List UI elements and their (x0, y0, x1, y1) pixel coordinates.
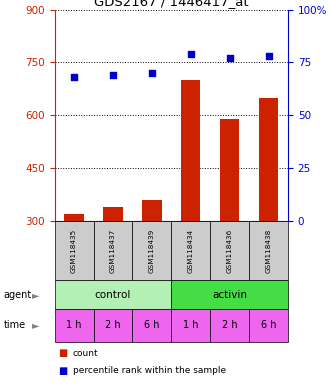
Text: ►: ► (32, 320, 40, 331)
Bar (64, 214, 84, 326)
Bar (259, 98, 278, 326)
Point (266, 53, 271, 59)
Title: GDS2167 / 1446417_at: GDS2167 / 1446417_at (94, 0, 249, 8)
Bar (142, 200, 162, 326)
Text: GSM118437: GSM118437 (110, 228, 116, 273)
Text: GSM118438: GSM118438 (265, 228, 271, 273)
Text: 6 h: 6 h (144, 320, 160, 331)
Text: control: control (95, 290, 131, 300)
Text: activin: activin (212, 290, 247, 300)
Text: GSM118434: GSM118434 (188, 228, 194, 273)
Text: GSM118439: GSM118439 (149, 228, 155, 273)
Text: 1 h: 1 h (183, 320, 199, 331)
Text: 2 h: 2 h (105, 320, 121, 331)
Text: count: count (73, 349, 98, 358)
Text: GSM118436: GSM118436 (227, 228, 233, 273)
Bar (103, 207, 123, 326)
Text: agent: agent (3, 290, 31, 300)
Text: ■: ■ (58, 348, 67, 358)
Point (188, 51, 193, 57)
Point (149, 70, 155, 76)
Text: 1 h: 1 h (66, 320, 82, 331)
Text: percentile rank within the sample: percentile rank within the sample (73, 366, 226, 375)
Text: ■: ■ (58, 366, 67, 376)
Bar (220, 119, 239, 326)
Text: GSM118435: GSM118435 (71, 228, 77, 273)
Bar (181, 80, 201, 326)
Text: 2 h: 2 h (222, 320, 237, 331)
Point (71, 74, 77, 80)
Text: ►: ► (32, 290, 40, 300)
Text: 6 h: 6 h (261, 320, 276, 331)
Point (110, 72, 116, 78)
Point (227, 55, 232, 61)
Text: time: time (3, 320, 25, 331)
